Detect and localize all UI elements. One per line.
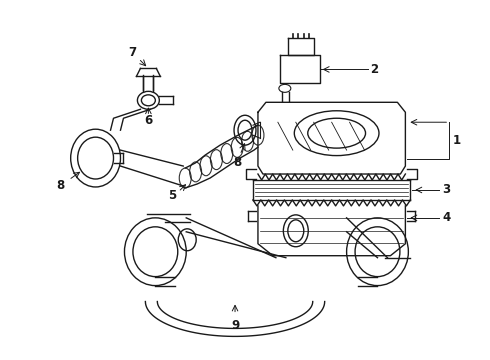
Text: 6: 6 <box>144 114 152 127</box>
Text: 8: 8 <box>56 180 65 193</box>
Text: 7: 7 <box>128 46 137 59</box>
Text: 4: 4 <box>442 211 450 224</box>
Text: 9: 9 <box>231 319 239 332</box>
Text: 2: 2 <box>370 63 379 76</box>
Text: 3: 3 <box>442 184 450 197</box>
Text: 5: 5 <box>168 189 176 202</box>
Text: 1: 1 <box>452 134 460 147</box>
Text: 8: 8 <box>233 156 241 168</box>
